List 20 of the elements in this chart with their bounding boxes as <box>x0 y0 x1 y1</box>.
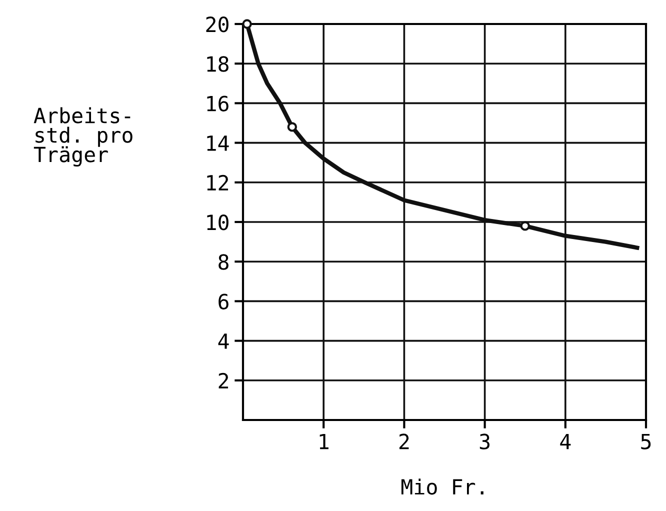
y-tick-label: 2 <box>218 372 228 388</box>
point <box>520 221 530 231</box>
y-tick-label: 12 <box>207 174 228 190</box>
y-tick-label: 4 <box>218 334 229 349</box>
x-tick-label: 2 <box>399 434 409 450</box>
y-tick-label: 20 <box>206 16 228 32</box>
point <box>287 122 298 132</box>
point <box>242 19 252 29</box>
y-axis-title: Arbeits- std. pro Träger <box>34 107 132 167</box>
y-tick-label: 10 <box>207 214 228 230</box>
x-axis-title: Mio Fr. <box>401 478 484 495</box>
y-tick-label: 16 <box>207 96 228 112</box>
y-tick-label: 14 <box>207 136 229 151</box>
y-tick-label: 8 <box>218 254 228 270</box>
x-tick-label: 3 <box>480 434 490 450</box>
x-tick-label: 5 <box>641 434 651 450</box>
y-tick-label: 18 <box>207 56 228 72</box>
x-tick-label: 1 <box>320 434 328 450</box>
y-tick-label: 6 <box>218 294 228 310</box>
x-tick-label: 4 <box>560 434 571 450</box>
